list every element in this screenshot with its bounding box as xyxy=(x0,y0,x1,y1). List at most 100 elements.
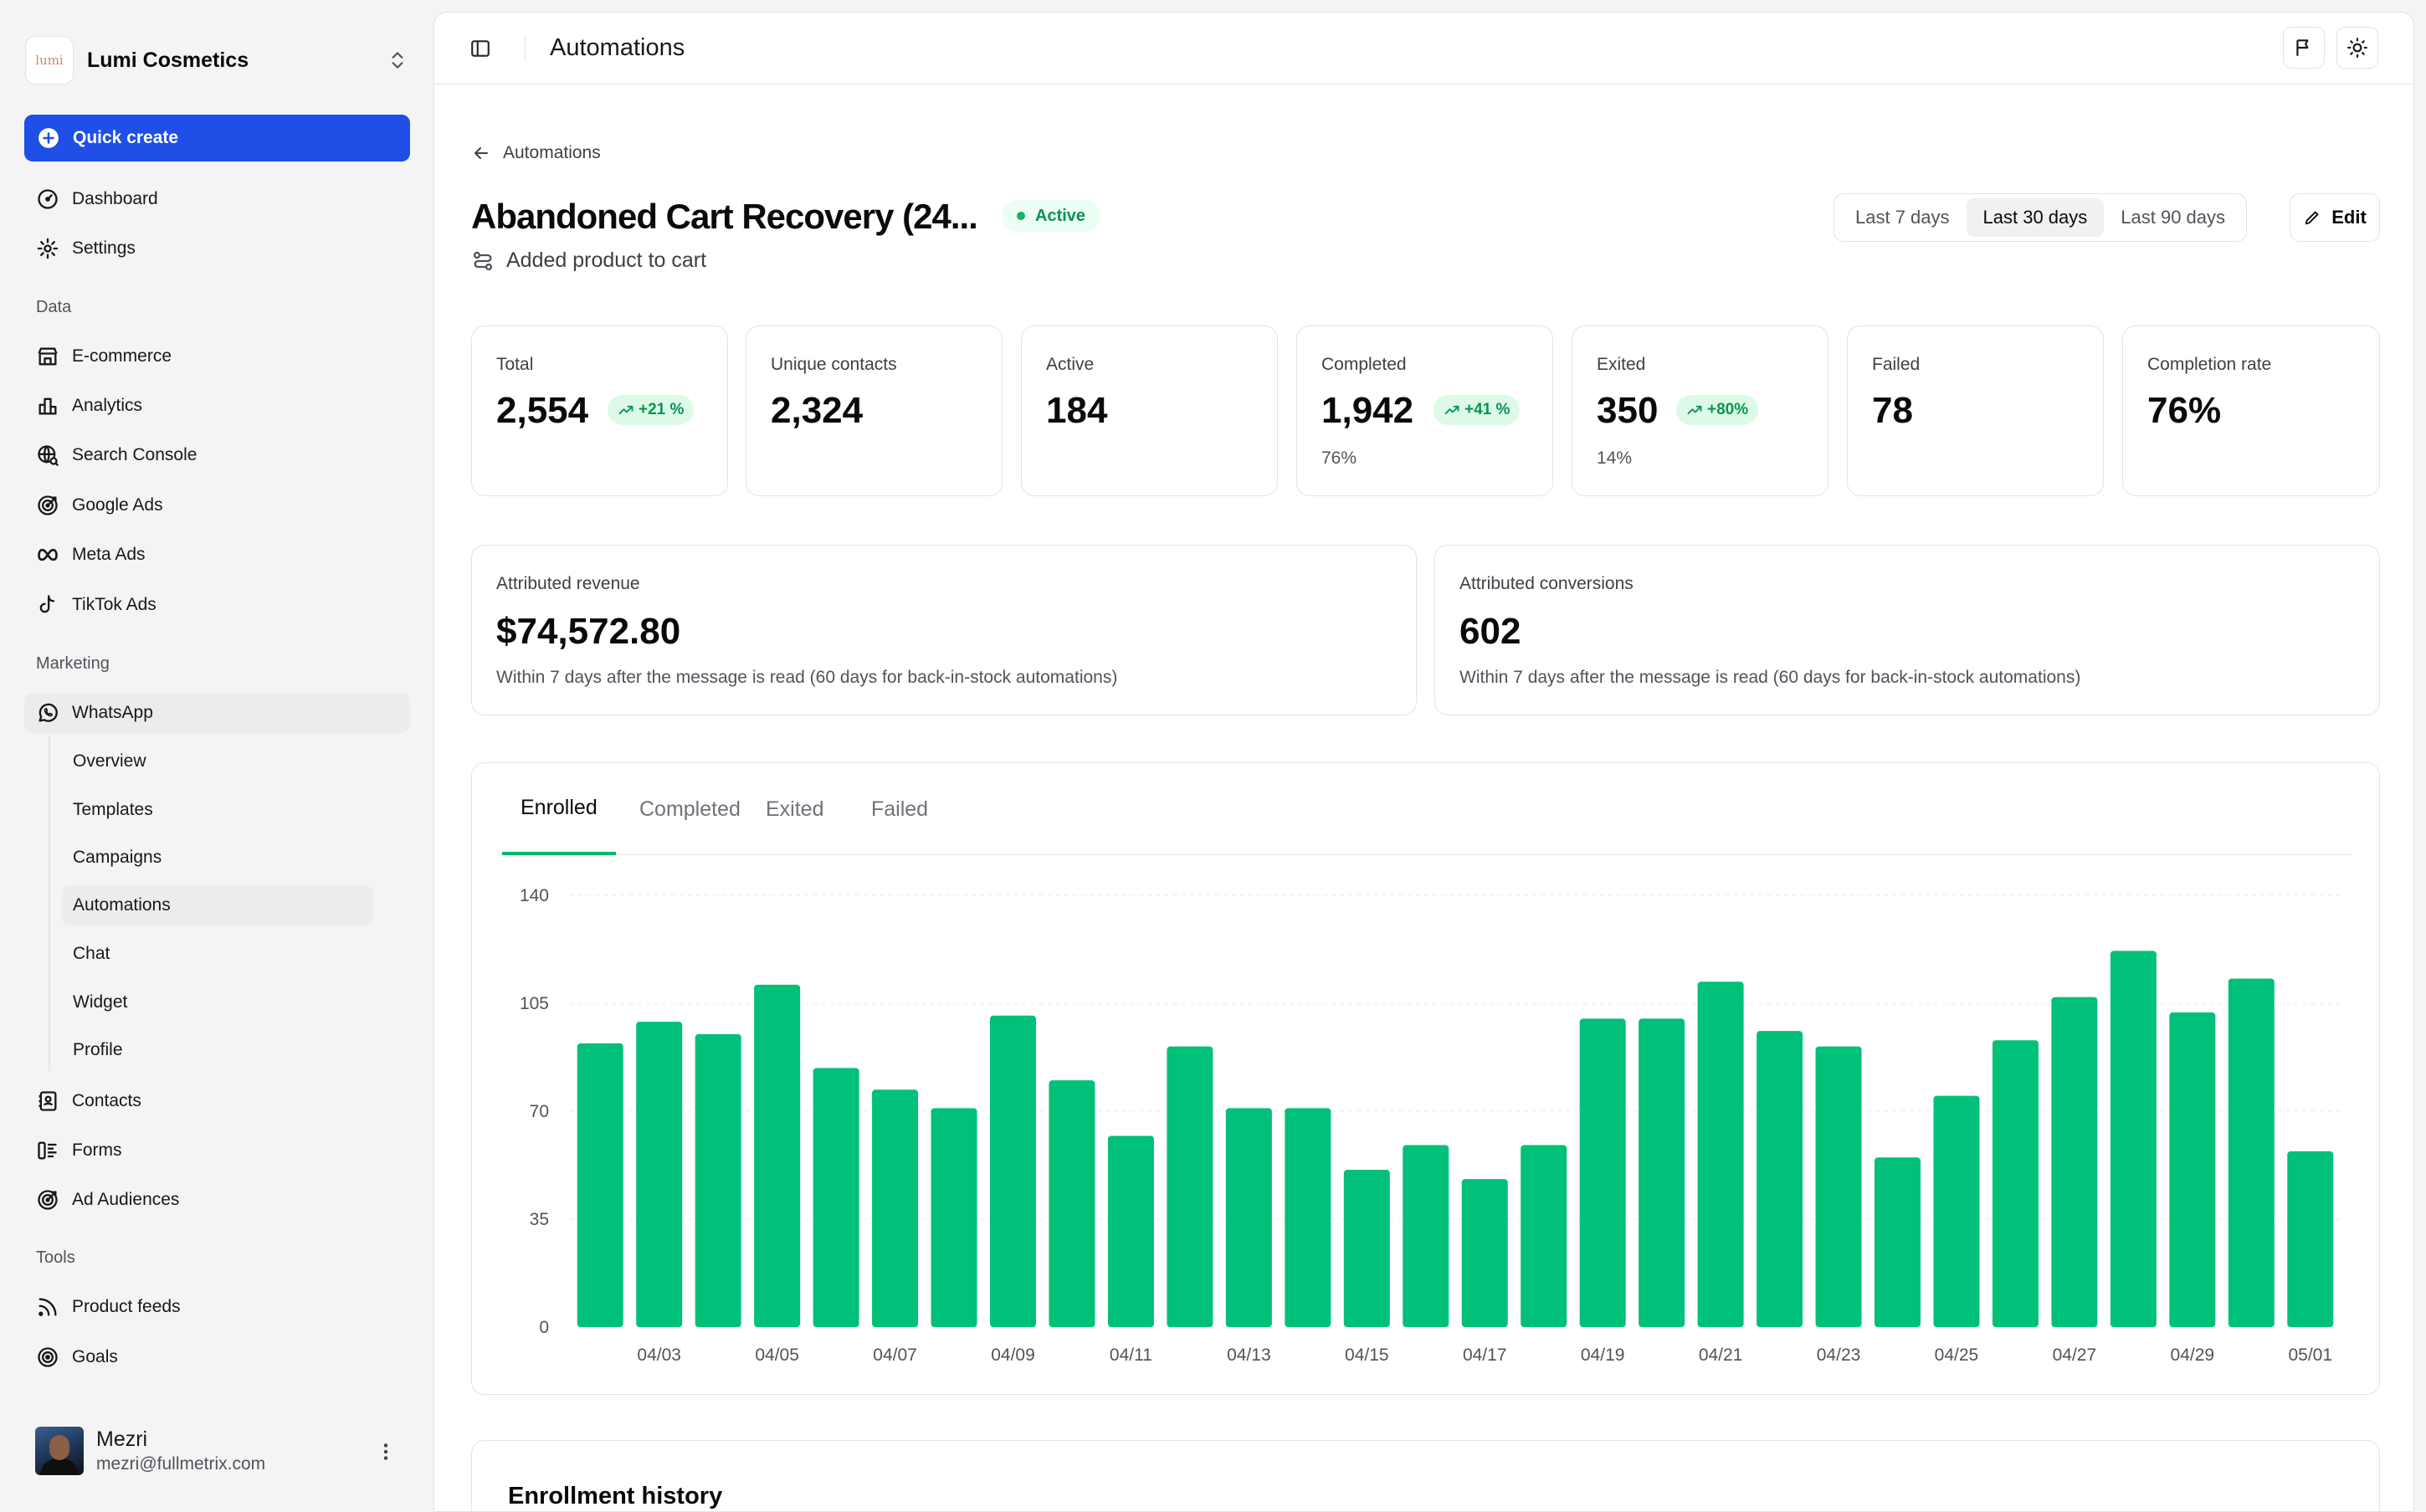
stat-sub: 14% xyxy=(1597,448,1633,468)
status-badge: Active xyxy=(1003,200,1101,232)
chart-bar[interactable] xyxy=(1107,1135,1154,1327)
sidebar-item-whatsapp[interactable]: WhatsApp xyxy=(24,693,410,733)
tab-completed[interactable]: Completed xyxy=(639,797,741,821)
store-icon xyxy=(38,347,58,366)
main-panel: Automations Automations Abandoned Cart R… xyxy=(433,12,2414,1512)
target-icon xyxy=(38,1347,58,1367)
conversions-note: Within 7 days after the message is read … xyxy=(1459,668,2081,687)
sidebar-subitem-campaigns[interactable]: Campaigns xyxy=(73,848,162,867)
user-profile[interactable]: Mezri mezri@fullmetrix.com xyxy=(0,1397,433,1512)
tab-enrolled[interactable]: Enrolled xyxy=(502,763,616,855)
feedback-button[interactable] xyxy=(2283,27,2325,69)
sidebar-subitem-templates[interactable]: Templates xyxy=(73,800,153,819)
sidebar-item-search-console[interactable]: Search Console xyxy=(24,435,410,475)
chevrons-up-down-icon xyxy=(392,52,403,69)
range-option-90d[interactable]: Last 90 days xyxy=(2121,207,2226,228)
chart-bar[interactable] xyxy=(1639,1018,1685,1327)
quick-create-label: Quick create xyxy=(73,128,179,147)
chart-bar[interactable] xyxy=(1461,1179,1508,1327)
y-tick-label: 0 xyxy=(539,1318,549,1337)
sidebar-subitem-chat[interactable]: Chat xyxy=(73,944,110,963)
chart-bar[interactable] xyxy=(1579,1018,1626,1327)
chart-bar[interactable] xyxy=(2169,1012,2216,1327)
chart-bar[interactable] xyxy=(1285,1108,1331,1327)
chart-bar[interactable] xyxy=(2110,951,2157,1327)
chart-bar[interactable] xyxy=(1757,1031,1803,1327)
tab-failed[interactable]: Failed xyxy=(871,797,929,821)
stat-sub: 76% xyxy=(1321,448,1357,468)
org-switcher[interactable]: lumi Lumi Cosmetics xyxy=(25,35,408,85)
chart-bar[interactable] xyxy=(2051,997,2098,1327)
chart-bar[interactable] xyxy=(1697,982,1744,1327)
stat-card-completion-rate: Completion rate 76% xyxy=(2122,325,2380,496)
target-icon xyxy=(38,495,58,515)
chart-bar[interactable] xyxy=(1167,1046,1213,1327)
sidebar-subitem-overview[interactable]: Overview xyxy=(73,751,146,771)
sidebar-item-ad-audiences[interactable]: Ad Audiences xyxy=(24,1180,410,1220)
chart-bar[interactable] xyxy=(2287,1151,2334,1327)
chart-bar[interactable] xyxy=(813,1068,859,1327)
stat-change-value: +41 % xyxy=(1464,401,1510,418)
sidebar-item-product-feeds[interactable]: Product feeds xyxy=(24,1287,410,1327)
chart-bar[interactable] xyxy=(1049,1080,1095,1327)
range-option-30d[interactable]: Last 30 days xyxy=(1966,198,2105,237)
chart-bar[interactable] xyxy=(1933,1095,1980,1327)
x-tick-label: 04/13 xyxy=(1227,1345,1271,1365)
sidebar-item-label: TikTok Ads xyxy=(72,595,156,614)
chart-bar[interactable] xyxy=(1343,1170,1390,1327)
x-tick-label: 04/15 xyxy=(1345,1345,1389,1365)
chart-bar[interactable] xyxy=(1225,1108,1272,1327)
sidebar-subitem-widget[interactable]: Widget xyxy=(73,992,128,1012)
chart-bar[interactable] xyxy=(1992,1040,2039,1327)
user-name: Mezri xyxy=(96,1427,148,1451)
chart-bar[interactable] xyxy=(931,1108,977,1327)
chart-bar[interactable] xyxy=(695,1033,741,1327)
form-icon xyxy=(38,1141,57,1160)
chart-bar[interactable] xyxy=(636,1022,683,1327)
sidebar-item-dashboard[interactable]: Dashboard xyxy=(24,179,410,219)
chart-bar[interactable] xyxy=(872,1089,919,1327)
chart-bar[interactable] xyxy=(1521,1145,1567,1327)
y-tick-label: 105 xyxy=(520,994,549,1013)
bar-chart-icon xyxy=(38,397,57,415)
chart-bar[interactable] xyxy=(2228,978,2275,1327)
sidebar-item-analytics[interactable]: Analytics xyxy=(24,386,410,426)
edit-button[interactable]: Edit xyxy=(2290,193,2380,242)
chart-bar[interactable] xyxy=(1403,1145,1449,1327)
chart-bar[interactable] xyxy=(1875,1157,1921,1327)
conversions-label: Attributed conversions xyxy=(1459,574,1634,593)
sidebar-item-google-ads[interactable]: Google Ads xyxy=(24,485,410,525)
sidebar-item-tiktok-ads[interactable]: TikTok Ads xyxy=(24,585,410,625)
chart-bar[interactable] xyxy=(577,1043,623,1327)
chart-bar[interactable] xyxy=(990,1015,1036,1327)
target-icon xyxy=(38,1190,58,1210)
sidebar-subitem-profile[interactable]: Profile xyxy=(73,1040,123,1059)
y-tick-label: 140 xyxy=(520,886,549,905)
sidebar-toggle-icon[interactable] xyxy=(469,38,491,59)
quick-create-button[interactable]: Quick create xyxy=(24,115,410,161)
status-label: Active xyxy=(1035,206,1086,225)
tab-exited[interactable]: Exited xyxy=(766,797,824,821)
revenue-value: $74,572.80 xyxy=(496,611,681,652)
chart-bar[interactable] xyxy=(754,984,801,1327)
flag-icon xyxy=(2296,39,2309,56)
chart-bar[interactable] xyxy=(1815,1046,1862,1327)
sidebar-item-forms[interactable]: Forms xyxy=(24,1130,410,1171)
sidebar-item-ecommerce[interactable]: E-commerce xyxy=(24,336,410,377)
sidebar-item-label: Dashboard xyxy=(72,189,158,208)
org-logo: lumi xyxy=(25,36,74,85)
more-vertical-icon[interactable] xyxy=(375,1441,397,1463)
range-option-7d[interactable]: Last 7 days xyxy=(1855,207,1950,228)
sidebar-item-contacts[interactable]: Contacts xyxy=(24,1081,410,1121)
sidebar-item-goals[interactable]: Goals xyxy=(24,1337,410,1377)
sidebar-item-settings[interactable]: Settings xyxy=(24,228,410,269)
stat-value: 1,942 xyxy=(1321,390,1414,431)
trend-up-icon xyxy=(1687,405,1702,415)
sidebar-subitem-automations[interactable]: Automations xyxy=(62,885,373,925)
enrollment-chart-card: Enrolled Completed Exited Failed 0 35 70 10… xyxy=(471,762,2380,1395)
sidebar-item-label: Product feeds xyxy=(72,1297,181,1316)
sidebar-item-meta-ads[interactable]: Meta Ads xyxy=(24,535,410,575)
theme-toggle-button[interactable] xyxy=(2336,27,2378,69)
stat-card-unique-contacts: Unique contacts 2,324 xyxy=(746,325,1003,496)
breadcrumb[interactable]: Automations xyxy=(471,143,601,163)
